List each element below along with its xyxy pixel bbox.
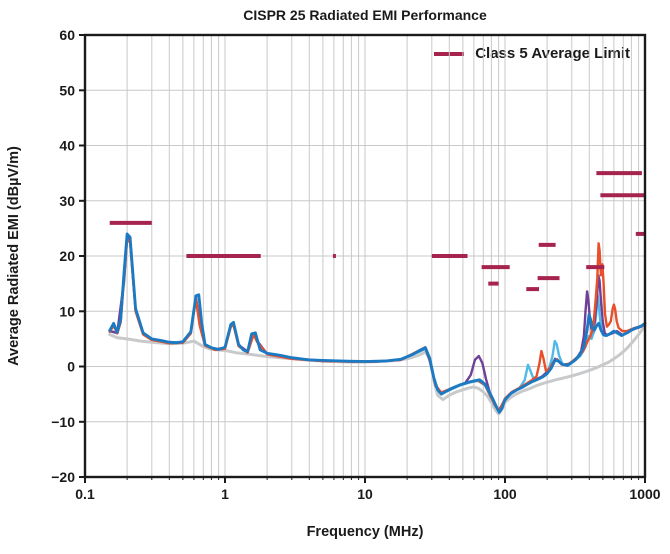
chart-title: CISPR 25 Radiated EMI Performance xyxy=(243,7,487,23)
x-tick-label: 1000 xyxy=(629,486,660,502)
series-trace-red xyxy=(108,238,647,412)
y-tick-label: 0 xyxy=(67,359,75,375)
y-tick-label: 30 xyxy=(59,193,75,209)
x-tick-label: 100 xyxy=(493,486,517,502)
limit-segments xyxy=(109,171,645,292)
y-tick-label: 50 xyxy=(59,82,75,98)
y-tick-label: 20 xyxy=(59,248,75,264)
series-noise-floor xyxy=(108,324,647,416)
x-tick-label: 1 xyxy=(221,486,229,502)
y-tick-label: 40 xyxy=(59,138,75,154)
series-trace-cyan xyxy=(108,237,647,413)
y-tick-label: 10 xyxy=(59,303,75,319)
series-trace-purple xyxy=(108,235,647,412)
y-tick-label: −20 xyxy=(51,469,75,485)
x-tick-label: 0.1 xyxy=(75,486,95,502)
x-tick-label: 10 xyxy=(357,486,373,502)
y-tick-label: −10 xyxy=(51,414,75,430)
legend-label: Class 5 Average Limit xyxy=(475,45,630,62)
series-trace-blue xyxy=(108,232,647,414)
x-axis-label: Frequency (MHz) xyxy=(306,524,424,540)
gridlines xyxy=(85,35,645,477)
y-tick-label: 60 xyxy=(59,27,75,43)
